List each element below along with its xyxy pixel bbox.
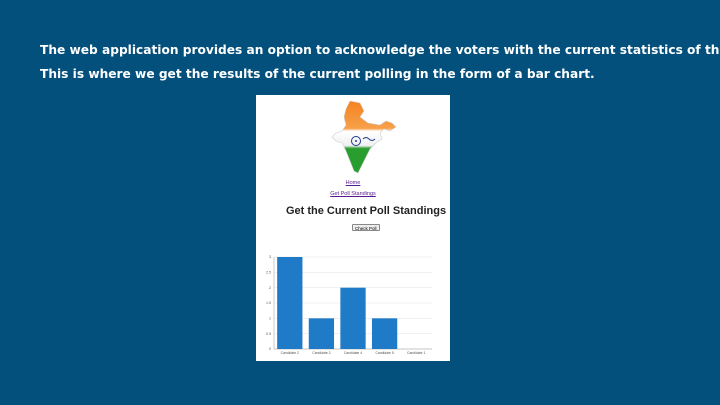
x-tick-label: Candidate 5 [375,351,393,355]
y-tick-label: 1 [269,317,271,321]
poll-bar-chart: 0 0.5 1 1.5 2 2.5 3 Candidate 2 Candidate 3 Candi… [266,255,432,355]
page-title: Get the Current Poll Standings [285,205,447,217]
app-screenshot: Home Get Poll Standings Get the Current … [256,95,450,361]
y-tick-label: 1.5 [266,301,271,305]
bar [371,318,398,349]
x-tick-label: Candidate 1 [407,351,425,355]
bar [308,318,335,349]
y-tick-label: 0 [269,347,271,351]
chakra-icon [351,136,361,146]
y-tick-label: 2.5 [266,271,271,275]
x-tick-label: Candidate 3 [312,351,330,355]
y-tick-label: 0.5 [266,332,271,336]
india-map-logo [331,100,397,174]
check-poll-button[interactable]: Check Poll [352,224,380,231]
y-tick-label: 2 [269,286,271,290]
y-tick-label: 3 [269,255,271,259]
get-poll-standings-link[interactable]: Get Poll Standings [330,191,376,197]
bar [277,257,303,349]
x-tick-label: Candidate 2 [281,351,299,355]
x-tick-label: Candidate 4 [344,351,362,355]
slide-description: The web application provides an option t… [40,38,720,86]
home-link[interactable]: Home [345,180,361,186]
slide-line-1: The web application provides an option t… [40,43,720,57]
bar [340,287,366,349]
slide-line-2: This is where we get the results of the … [40,67,595,81]
